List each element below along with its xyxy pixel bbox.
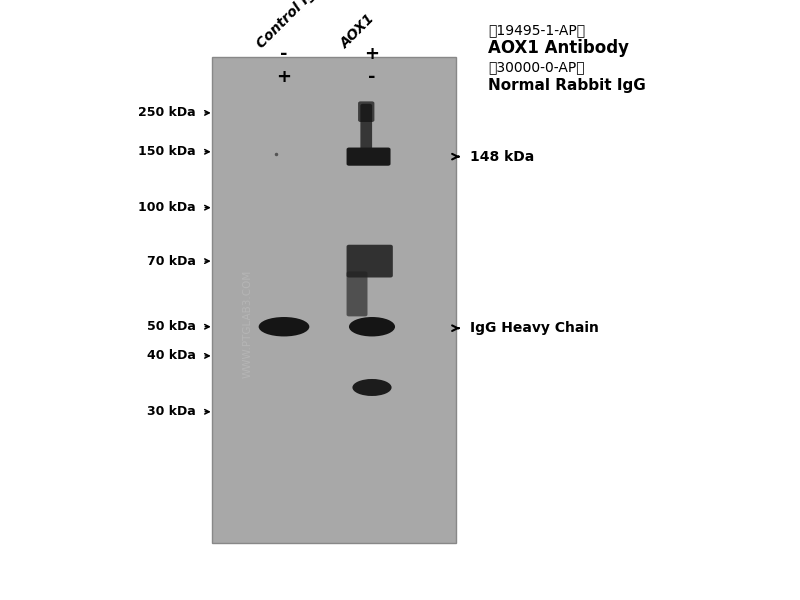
FancyBboxPatch shape [346,148,390,166]
Text: +: + [365,45,379,63]
Text: WWW.PTGLAB3.COM: WWW.PTGLAB3.COM [243,270,253,378]
Ellipse shape [353,379,391,396]
Text: 50 kDa: 50 kDa [147,320,196,333]
FancyBboxPatch shape [358,101,374,122]
Text: -: - [280,45,288,63]
Text: IgG Heavy Chain: IgG Heavy Chain [470,321,598,335]
Text: 30 kDa: 30 kDa [147,405,196,418]
FancyBboxPatch shape [360,104,372,152]
Text: （19495-1-AP）: （19495-1-AP） [488,23,585,37]
FancyBboxPatch shape [346,245,393,277]
Text: 250 kDa: 250 kDa [138,106,196,119]
Text: 100 kDa: 100 kDa [138,201,196,214]
Text: AOX1 Antibody: AOX1 Antibody [488,39,629,57]
Text: Control IgG: Control IgG [254,0,326,51]
Text: -: - [368,68,376,86]
Text: AOX1: AOX1 [338,11,378,51]
FancyBboxPatch shape [212,57,456,543]
Ellipse shape [258,317,310,337]
Text: Normal Rabbit IgG: Normal Rabbit IgG [488,78,646,92]
FancyBboxPatch shape [346,271,367,316]
Text: 150 kDa: 150 kDa [138,145,196,158]
Text: +: + [277,68,291,86]
Text: （30000-0-AP）: （30000-0-AP） [488,60,585,74]
Text: 40 kDa: 40 kDa [147,349,196,362]
Ellipse shape [349,317,395,337]
Text: 148 kDa: 148 kDa [470,149,534,164]
Text: 70 kDa: 70 kDa [147,254,196,268]
